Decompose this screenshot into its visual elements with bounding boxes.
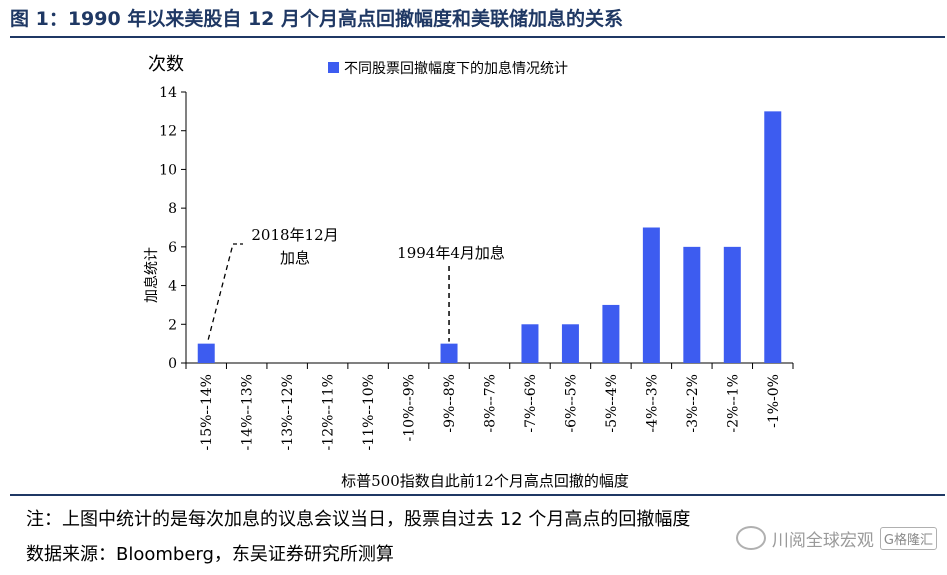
y-tick-label: 8 [168, 201, 177, 217]
x-tick-label: -7%--6% [523, 374, 539, 433]
x-tick-label: -9%--8% [442, 374, 458, 433]
x-tick-label: -3%--2% [685, 374, 701, 433]
y-tick-label: 10 [159, 162, 177, 178]
bar [683, 246, 701, 363]
bar [197, 343, 215, 363]
x-tick-label: -8%--7% [483, 374, 499, 433]
y-tick-label: 0 [168, 356, 177, 372]
y-tick-label: 2 [168, 317, 177, 333]
annotation-label: 1994年4月加息 [397, 244, 505, 262]
footer-divider [10, 494, 945, 496]
x-tick-label: -13%--12% [280, 374, 296, 450]
plot-area: 0 2 4 6 8 10 12 14 -15%--14% -14%--13% -13%--12% -1… [159, 85, 794, 450]
x-tick-label: -10%--9% [402, 374, 418, 442]
x-tick-label: -5%--4% [604, 374, 620, 433]
bar [642, 227, 660, 363]
bar [521, 324, 539, 363]
chart-note: 注：上图中统计的是每次加息的议息会议当日，股票自过去 12 个月高点的回撤幅度 [26, 509, 691, 530]
annotation-leader [207, 243, 234, 340]
x-tick-label: -12%--11% [321, 374, 337, 450]
x-tick-label: -6%--5% [563, 374, 579, 433]
y-axis-title: 加息统计 [143, 247, 160, 303]
bar [561, 324, 579, 363]
y-tick-label: 6 [168, 240, 177, 256]
x-axis-title: 标普500指数自此前12个月高点回撤的幅度 [341, 472, 629, 490]
x-tick-label: -2%--1% [725, 374, 741, 433]
x-tick-label: -14%--13% [240, 374, 256, 450]
y-tick-label: 12 [159, 124, 177, 140]
y-axis-unit-label: 次数 [148, 54, 184, 75]
wechat-icon [735, 526, 766, 550]
bar [602, 304, 620, 363]
bar [764, 111, 782, 363]
y-tick-label: 14 [159, 85, 177, 101]
watermark-text: 川阅全球宏观 [771, 530, 874, 551]
y-tick-label: 4 [168, 279, 177, 295]
watermark: 川阅全球宏观 G格隆汇 [735, 518, 937, 558]
annotation-label: 2018年12月 [251, 226, 338, 244]
x-tick-label: -11%--10% [361, 374, 377, 450]
figure-title: 图 1：1990 年以来美股自 12 月个月高点回撤幅度和美联储加息的关系 [10, 8, 624, 30]
bar-chart: 次数 加息统计 不同股票回撤幅度下的加息情况统计 0 2 4 6 8 10 12 14 -15%… [143, 54, 794, 490]
legend-label: 不同股票回撤幅度下的加息情况统计 [344, 60, 568, 77]
title-divider [10, 36, 945, 38]
x-tick-label: -1%-0% [766, 374, 782, 428]
watermark-logo: G格隆汇 [879, 526, 937, 550]
data-source: 数据来源：Bloomberg，东吴证券研究所测算 [26, 544, 394, 565]
legend-swatch [328, 62, 339, 73]
x-tick-label: -15%--14% [199, 374, 215, 450]
annotation-label: 加息 [280, 249, 310, 267]
bar [440, 343, 458, 363]
x-tick-label: -4%--3% [644, 374, 660, 433]
bar [723, 246, 741, 363]
